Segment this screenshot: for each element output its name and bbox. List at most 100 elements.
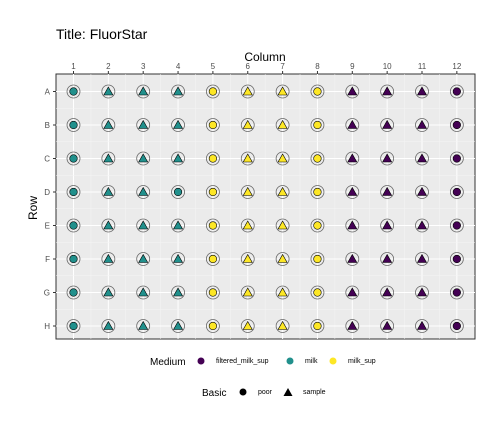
well-G6 [240,285,255,300]
well-A9 [345,84,360,99]
well-E9 [345,218,360,233]
well-outline [171,218,185,233]
well-marker-sample [382,86,393,96]
well-marker-sample [382,287,393,297]
well-outline [101,118,116,132]
well-marker-sample [382,186,393,196]
well-outline [171,185,185,199]
well-marker-poor [313,254,322,264]
well-outline [449,252,464,266]
well-outline [310,285,325,300]
well-D11 [415,185,429,199]
well-outline [101,84,116,99]
well-outline [380,218,395,233]
well-E8 [310,218,325,233]
well-outline [66,185,81,199]
well-A11 [415,84,429,99]
well-C4 [171,151,185,166]
x-tick-label: 10 [383,62,392,71]
well-outline [345,218,360,233]
well-marker-sample [347,253,358,263]
well-outline [449,185,464,199]
well-outline [136,285,151,300]
well-marker-sample [242,186,253,196]
well-outline [205,118,220,132]
well-marker-sample [173,220,184,230]
well-A3 [136,84,151,99]
well-outline [171,151,185,166]
legend-basic-label-sample: sample [303,389,326,396]
well-marker-poor [69,120,78,130]
well-H5 [205,319,220,333]
well-outline [240,151,255,166]
well-outline [205,185,220,199]
well-G4 [171,285,185,300]
well-marker-sample [242,320,253,330]
well-F2 [101,252,116,266]
well-H6 [240,319,255,333]
y-tick-label: A [45,88,51,97]
well-marker-sample [242,86,253,96]
well-outline [136,319,151,333]
well-outline [275,185,290,199]
well-outline [310,252,325,266]
well-outline [101,285,116,300]
wells [66,84,464,333]
well-F3 [136,252,151,266]
well-marker-sample [416,220,428,230]
well-outline [101,151,116,166]
x-axis-ticks: 1 2 3 4 5 6 7 8 9 10 11 12 [71,62,462,74]
well-marker-sample [416,119,428,129]
well-outline [310,84,325,99]
well-D5 [205,185,220,199]
well-H1 [66,319,81,333]
well-F12 [449,252,464,266]
well-marker-sample [242,153,253,163]
well-outline [240,185,255,199]
well-outline [345,185,360,199]
well-marker-poor [69,154,78,163]
well-marker-sample [138,186,149,196]
well-marker-sample [138,287,149,297]
well-outline [275,285,290,300]
well-E11 [415,218,429,233]
well-H7 [275,319,290,333]
well-marker-sample [347,220,358,230]
well-outline [66,252,81,266]
well-marker-poor [69,321,78,331]
well-D6 [240,185,255,199]
legend-medium-marker-milk-sup [329,357,337,365]
well-outline [66,151,81,166]
well-outline [275,252,290,266]
well-E5 [205,218,220,233]
well-G1 [66,285,81,300]
well-marker-sample [103,287,114,297]
well-outline [380,118,395,132]
well-marker-sample [347,186,358,196]
well-F10 [380,252,395,266]
well-outline [345,285,360,300]
well-marker-sample [347,153,358,163]
well-H2 [101,319,116,333]
well-outline [66,218,81,233]
well-outline [449,84,464,99]
well-B2 [101,118,116,132]
x-tick-label: 7 [280,62,285,71]
well-outline [449,285,464,300]
y-tick-label: D [44,188,50,197]
well-E1 [66,218,81,233]
well-G3 [136,285,151,300]
well-marker-sample [382,220,393,230]
well-outline [66,118,81,132]
well-marker-poor [69,187,78,197]
well-marker-sample [277,86,288,96]
legend-medium-label-milk: milk [305,358,318,365]
well-marker-sample [173,320,184,330]
well-outline [310,319,325,333]
y-tick-label: E [45,222,50,231]
well-outline [415,252,429,266]
well-marker-sample [173,119,184,129]
well-H12 [449,319,464,333]
well-marker-sample [173,86,184,96]
well-A8 [310,84,325,99]
